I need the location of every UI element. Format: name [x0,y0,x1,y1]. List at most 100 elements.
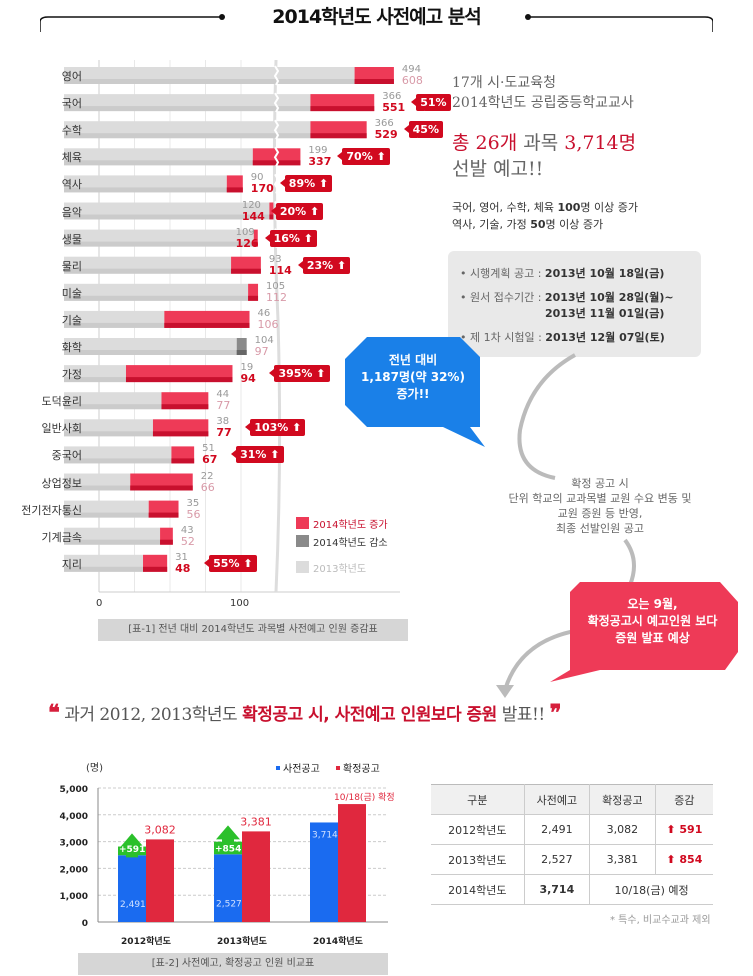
category-label: 역사 [61,178,82,192]
table-header: 구분 [431,784,525,815]
up-arrow-icon: ⬆ [666,823,676,836]
bar-2013-shadow [64,431,153,437]
legend: 2014학년도 증가 2014학년도 감소 2013학년도 [296,514,388,576]
y-axis-label: (명) [86,762,103,774]
schedule-item: • 시행계획 공고 : 2013년 10월 18일(금) [460,267,665,280]
y-tick-label: 5,000 [60,785,88,795]
page-title: 2014학년도 사전예고 분석 [0,2,753,29]
table-row: 2013학년도 2,527 3,381 ⬆ 854 [431,844,713,875]
bar-2013-shadow [64,160,253,166]
value-2014: 529 [374,128,398,142]
increase-badge: 23% ⬆ [297,256,351,274]
summary-line1: 17개 시·도교육청 [452,75,556,91]
value-2013: 19 [240,362,254,374]
bar-2013-shadow [64,268,232,274]
comparison-bar-chart: (명) 0 1,000 2,000 3,000 4,000 5,000 사전공고 확정공고 +59… [50,755,400,950]
table-cell: 3,082 [589,814,656,845]
chart1-caption: [표-1] 전년 대비 2014학년도 과목별 사전예고 인원 증감표 [98,619,408,641]
category-label: 전기전자통신 [21,503,82,517]
value-2013: 51 [202,443,215,455]
schedule-value: 2013년 10월 18일(금) [544,267,665,280]
value-2013: 104 [254,335,274,346]
bubble-line: 증가!! [396,387,430,401]
bar-shade [130,485,193,491]
value-2013: 44 [216,389,230,401]
schedule-label: 시행계획 공고 : [470,267,542,280]
category-label: 영어 [61,70,82,83]
legend-swatch [336,766,340,770]
bar-2013-shadow [64,404,162,410]
value-2014: 114 [268,263,292,277]
value-2013: 31 [175,551,188,563]
bar-increase [248,283,259,301]
increase-badge: 16% ⬆ [264,229,317,247]
total-subjects: 총 26개 [452,132,518,154]
category-label: 일반사회 [41,422,82,436]
schedule-item-cont: 2013년 11월 01일(금) [545,305,664,321]
bar-shade [236,350,247,355]
value-2014: 66 [200,480,215,494]
category-label: 국어 [61,97,82,111]
bar-break [273,146,280,167]
bubble-line: 확정공고시 예고인원 보다 [587,614,718,628]
table-row: 2014학년도 3,714 10/18(금) 예정 [431,874,713,905]
note-text: 명 이상 증가 [545,218,604,231]
comparison-table: 구분 사전예고 확정공고 증감 2012학년도 2,491 3,082 ⬆ 59… [431,784,713,905]
bar-shade [171,458,195,464]
bar-increase [253,229,258,247]
summary-note2: 역사, 기술, 가정 50명 이상 증가 [452,216,603,232]
increase-badge: 20% ⬆ [270,202,324,220]
quote-highlight: 확정공고 시, 사전예고 인원보다 증원 [242,705,497,725]
bar-final-announce [242,831,270,922]
bar-2013-shadow [64,106,311,112]
red-bubble-text: 오는 9월, 확정공고시 예고인원 보다 증원 발표 예상 [570,596,735,647]
total-count: 3,714명 [564,132,637,154]
legend-decrease: 2014학년도 감소 [296,532,388,550]
table-header: 사전예고 [524,784,591,815]
bar-shade [164,322,250,328]
category-label: 음악 [61,205,82,219]
value-2014: 337 [308,155,332,169]
legend-swatch [296,561,309,573]
flow-arrow [496,353,636,698]
note-line: 교원 증원 등 반영, [557,507,643,520]
value-2014: 608 [401,74,423,87]
legend-label: 2014학년도 감소 [313,537,388,549]
category-label: 상업정보 [41,476,82,490]
bar-2013-shadow [64,133,311,139]
bar-value-label: 3,082 [144,823,176,836]
quote-text: 과거 2012, 2013학년도 [64,705,243,725]
note-line: 최종 선발인원 공고 [556,522,644,535]
value-2014: 77 [216,399,231,413]
table-cell: 3,714 [524,874,591,905]
bar-shade [148,512,179,518]
bar-shade [125,377,233,383]
value-2014: 56 [186,507,201,521]
table-header-row: 구분 사전예고 확정공고 증감 [431,784,713,815]
value-2014: 94 [240,372,256,386]
bar-pre-announce [118,855,146,922]
value-2014: 551 [382,101,406,115]
schedule-value: 2013년 11월 01일(금) [545,307,665,320]
summary-line2: 2014학년도 공립중등학교교사 [452,95,634,111]
bar-shade [310,106,375,112]
up-arrow-icon [120,833,144,858]
note-text: 역사, 기술, 가정 [452,218,531,231]
bar-shade [354,79,394,84]
value-2014: 144 [241,209,265,223]
bar-shade [226,187,243,193]
category-label: 중국어 [51,449,82,463]
up-arrow-icon: ⬆ [666,853,676,866]
value-2014: 67 [202,453,218,467]
bar-2013-shadow [64,458,172,464]
subject-bar-chart: 영어 494 608 국어 366 551 51% ⬆ 수학 366 529 45% ⬆ 체육 199 3… [0,40,451,650]
axis-break [272,59,282,593]
bar-2013-shadow [64,295,249,301]
table-cell: 10/18(금) 예정 [589,874,713,905]
value-2013: 120 [241,199,261,211]
bar-break [273,65,280,86]
x-tick-100: 100 [230,598,250,609]
value-2014: 77 [216,426,232,440]
value-2013: 38 [216,416,230,428]
open-quote-icon: ❝ [48,700,60,726]
